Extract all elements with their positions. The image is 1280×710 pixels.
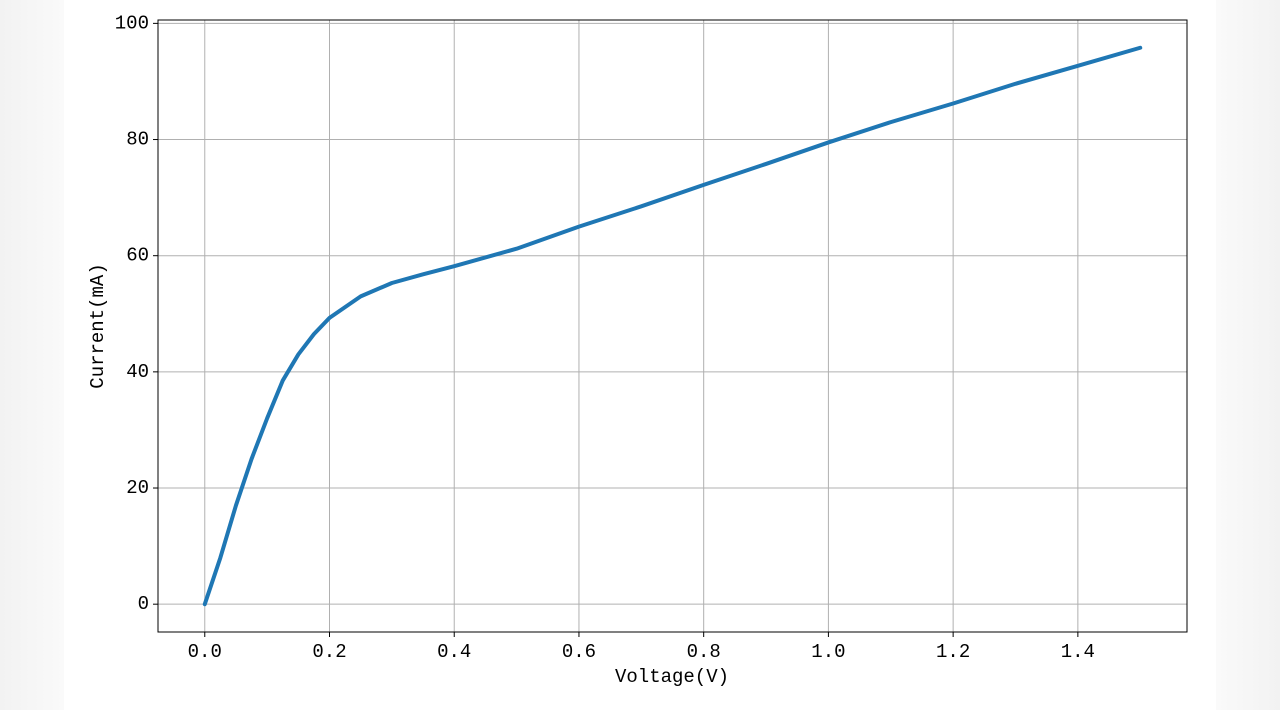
data-line [202, 45, 1143, 607]
x-tick-label: 0.8 [687, 641, 721, 663]
plot-frame [157, 19, 1188, 633]
x-tick-label: 1.4 [1061, 641, 1095, 663]
y-tick-label: 60 [126, 245, 149, 267]
x-tick-label: 1.2 [936, 641, 970, 663]
y-tick-label: 100 [115, 12, 149, 34]
left-margin [0, 0, 64, 710]
y-tick-label: 80 [126, 129, 149, 151]
x-tick-label: 1.0 [811, 641, 845, 663]
x-axis-label: Voltage(V) [615, 666, 729, 688]
y-tick-label: 0 [138, 593, 149, 615]
y-tick-label: 40 [126, 361, 149, 383]
x-tick-label: 0.4 [437, 641, 471, 663]
y-axis-label: Current(mA) [87, 263, 109, 388]
y-tick-label: 20 [126, 477, 149, 499]
x-tick-label: 0.0 [188, 641, 222, 663]
x-tick-label: 0.2 [312, 641, 346, 663]
right-margin [1216, 0, 1280, 710]
x-tick-label: 0.6 [562, 641, 596, 663]
